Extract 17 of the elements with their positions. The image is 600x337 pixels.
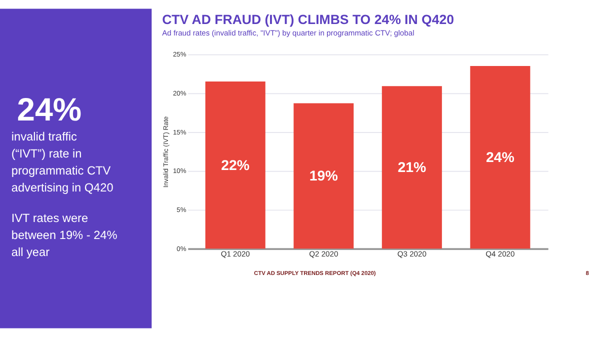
bar (470, 66, 530, 249)
chart-subtitle: Ad fraud rates (invalid traffic, "IVT") by quarter in programmatic CTV; global (162, 28, 415, 38)
data-label: 24% (486, 150, 515, 166)
text: invalid traffic (“IVT”) rate in programmatic CTV advertising in Q420 (11, 130, 114, 195)
bar (382, 86, 442, 249)
text: IVT rates were between 19% - 24% all year (11, 211, 118, 260)
x-tick-label: Q1 2020 (220, 250, 250, 259)
data-label: 21% (398, 160, 426, 176)
data-label: 19% (309, 168, 338, 185)
chart-title: CTV AD FRAUD (IVT) CLIMBS TO 24% IN Q420 (162, 12, 454, 27)
x-tick-label: Q2 2020 (309, 250, 338, 259)
text: 24% (17, 92, 82, 128)
bar (294, 103, 354, 249)
data-label: 22% (221, 158, 250, 174)
x-tick-label: Q3 2020 (397, 250, 426, 259)
bar (205, 81, 266, 249)
x-tick-label: Q4 2020 (486, 250, 515, 259)
